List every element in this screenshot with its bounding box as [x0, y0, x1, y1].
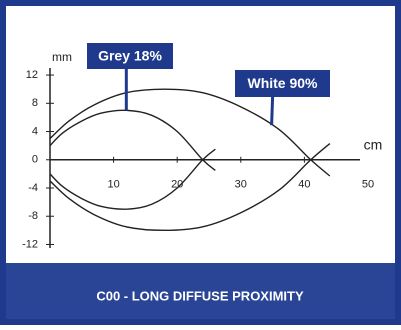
callout-leader	[270, 96, 275, 126]
callout-box	[87, 43, 173, 69]
y-tick-label: 12	[26, 69, 38, 81]
y-tick-label: -8	[28, 210, 38, 222]
y-tick-label: -12	[22, 238, 38, 250]
legend-label: Grey 18%	[98, 48, 162, 64]
x-tick-label: 40	[298, 179, 310, 191]
curve	[49, 109, 216, 171]
x-tick-label: 20	[171, 179, 183, 191]
footer-title: C00 - LONG DIFFUSE PROXIMITY	[96, 288, 304, 303]
y-tick-label: 4	[32, 125, 38, 137]
x-axis-label: cm	[364, 137, 383, 153]
y-tick-label: -4	[28, 182, 38, 194]
x-tick-label: 30	[235, 179, 247, 191]
callout-box	[235, 70, 330, 97]
curve	[49, 148, 216, 210]
legend-label: White 90%	[247, 75, 318, 91]
footer-band	[6, 263, 395, 319]
x-tick-label: 50	[362, 179, 374, 191]
panel	[6, 6, 395, 263]
y-axis-label: mm	[52, 50, 72, 64]
y-tick-label: 0	[32, 154, 38, 166]
curve	[49, 142, 331, 232]
y-tick-label: 8	[32, 97, 38, 109]
x-tick-label: 10	[107, 179, 119, 191]
curve	[49, 88, 331, 177]
